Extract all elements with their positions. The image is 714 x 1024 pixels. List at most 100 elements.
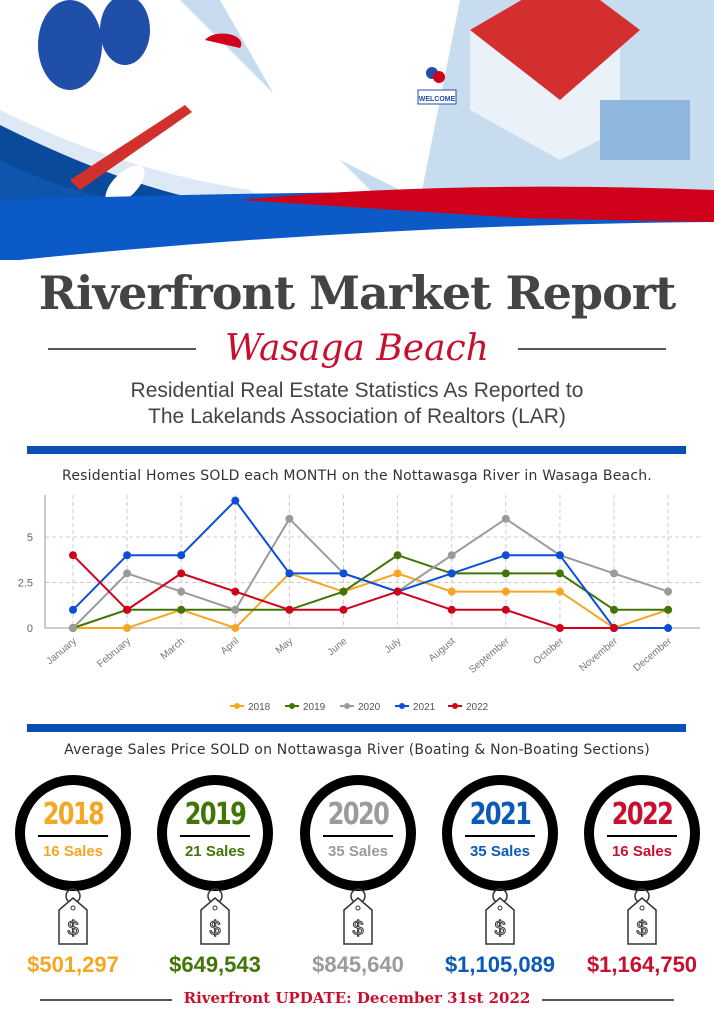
svg-text:$: $: [67, 918, 78, 940]
data-point-2021: [555, 551, 564, 560]
data-point-2021: [339, 569, 348, 578]
year-label: 2019: [184, 797, 247, 832]
series-line-2021: [72, 499, 669, 629]
data-point-2021: [177, 551, 186, 560]
x-tick-label: September: [467, 635, 512, 675]
data-point-2022: [69, 551, 77, 560]
data-point-2020: [177, 587, 186, 596]
x-tick-label: January: [45, 636, 79, 667]
year-label: 2021: [469, 797, 532, 832]
legend-label: 2021: [413, 702, 436, 713]
y-tick-label: 2.5: [18, 578, 33, 590]
x-tick-label: February: [95, 636, 133, 670]
data-point-2020: [447, 551, 456, 560]
data-point-2020: [69, 624, 77, 632]
year-badge-2019: 2019 21 Sales: [157, 775, 273, 891]
average-price: $501,297: [27, 952, 119, 977]
legend-label: 2022: [466, 702, 489, 713]
prices-caption: Average Sales Price SOLD on Nottawasga R…: [64, 742, 650, 758]
legend-marker: [344, 703, 350, 709]
data-point-2021: [123, 551, 132, 560]
data-point-2019: [664, 605, 673, 614]
data-point-2022: [555, 624, 564, 632]
price-tag-icon: $: [200, 888, 230, 945]
legend-label: 2020: [358, 702, 381, 713]
divider: [607, 835, 677, 837]
year-badge-2018: 2018 16 Sales: [15, 775, 131, 891]
data-point-2021: [664, 624, 673, 632]
data-point-2022: [339, 605, 348, 614]
data-point-2018: [393, 569, 402, 578]
data-point-2020: [664, 587, 673, 596]
sales-count: 16 Sales: [611, 843, 673, 860]
chart-title: Residential Homes SOLD each MONTH on the…: [62, 468, 652, 484]
x-tick-label: August: [427, 636, 458, 665]
price-tag-icon: $: [343, 888, 373, 945]
data-point-2022: [231, 587, 240, 596]
x-tick-label: April: [219, 636, 241, 657]
legend-marker: [289, 703, 295, 709]
data-point-2022: [123, 605, 132, 614]
sales-count: 35 Sales: [469, 843, 531, 860]
hero-illustration: WELCOME: [0, 0, 714, 260]
legend-marker: [452, 703, 458, 709]
sales-line-chart: 0 2.5 5 January February March April May June Jul…: [18, 495, 700, 713]
x-tick-label: November: [578, 635, 621, 674]
x-tick-label: June: [326, 636, 350, 659]
legend-label: 2019: [303, 702, 326, 713]
data-point-2021: [285, 569, 294, 578]
dock-icon: [70, 105, 192, 190]
divider: [542, 999, 674, 1001]
year-badge-2022: 2022 16 Sales: [584, 775, 700, 891]
welcome-sign: WELCOME: [419, 96, 456, 103]
data-point-2022: [285, 605, 294, 614]
price-tag-icon: $: [58, 888, 88, 945]
year-label: 2020: [327, 797, 390, 832]
sales-count: 21 Sales: [184, 843, 246, 860]
data-point-2020: [285, 514, 294, 523]
divider: [323, 835, 393, 837]
price-tag-icon: $: [485, 888, 515, 945]
data-point-2022: [610, 624, 618, 632]
data-point-2018: [447, 587, 456, 596]
divider: [180, 835, 250, 837]
legend-marker: [234, 703, 240, 709]
average-price: $649,543: [169, 952, 261, 977]
boat-icon: [105, 165, 145, 205]
data-point-2019: [339, 587, 348, 596]
data-point-2019: [555, 569, 564, 578]
data-point-2022: [177, 569, 186, 578]
data-point-2021: [231, 496, 240, 505]
sales-count: 35 Sales: [327, 843, 389, 860]
data-point-2020: [610, 569, 618, 578]
umbrella-icon: [205, 33, 242, 48]
series-line-2019: [72, 554, 669, 629]
x-tick-label: October: [532, 635, 567, 667]
section-bar: [27, 724, 686, 732]
svg-text:$: $: [636, 918, 647, 940]
data-point-2019: [610, 605, 618, 614]
data-point-2019: [393, 551, 402, 560]
year-label: 2018: [42, 797, 105, 832]
section-bar: [27, 446, 686, 454]
x-tick-label: December: [632, 635, 675, 674]
year-badge-2020: 2020 35 Sales: [300, 775, 416, 891]
y-tick-label: 0: [27, 623, 33, 635]
year-badge-2021: 2021 35 Sales: [442, 775, 558, 891]
tree-icon: [100, 0, 150, 65]
svg-text:$: $: [209, 918, 220, 940]
x-tick-label: March: [159, 636, 187, 662]
svg-text:$: $: [494, 918, 505, 940]
data-point-2020: [501, 514, 510, 523]
data-point-2020: [123, 569, 132, 578]
data-point-2021: [501, 551, 510, 560]
page-title: Riverfront Market Report: [38, 266, 677, 320]
divider: [518, 348, 666, 350]
divider: [40, 999, 172, 1001]
page-subtitle: Wasaga Beach: [225, 328, 489, 369]
divider: [48, 348, 196, 350]
truck-icon: [600, 100, 690, 160]
sales-count: 16 Sales: [42, 843, 104, 860]
average-price: $1,164,750: [586, 952, 698, 977]
x-tick-label: May: [274, 636, 296, 657]
